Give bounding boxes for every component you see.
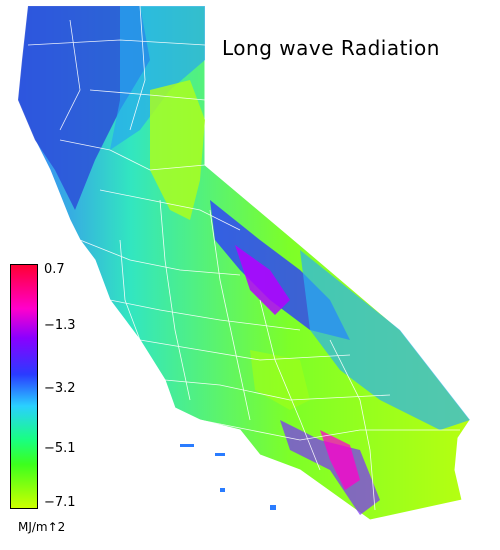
- valley-core: [150, 80, 205, 220]
- sierra-peak: [235, 245, 290, 315]
- north-coast-region: [18, 6, 150, 210]
- legend-tick-4: −5.1: [44, 441, 76, 456]
- north-interior-region: [110, 6, 205, 150]
- legend-tick-3: −3.2: [44, 381, 76, 396]
- colorbar-legend: [10, 264, 38, 509]
- map-title: Long wave Radiation: [222, 36, 440, 60]
- channel-islands: [180, 444, 276, 510]
- county-boundaries: [27, 5, 460, 511]
- south-mountain-region: [280, 420, 380, 515]
- desert-region: [300, 250, 470, 430]
- legend-unit: MJ/m↑2: [18, 520, 66, 534]
- south-peak: [320, 430, 360, 490]
- legend-tick-max: 0.7: [44, 262, 65, 277]
- legend-tick-2: −1.3: [44, 318, 76, 333]
- legend-tick-min: −7.1: [44, 495, 76, 510]
